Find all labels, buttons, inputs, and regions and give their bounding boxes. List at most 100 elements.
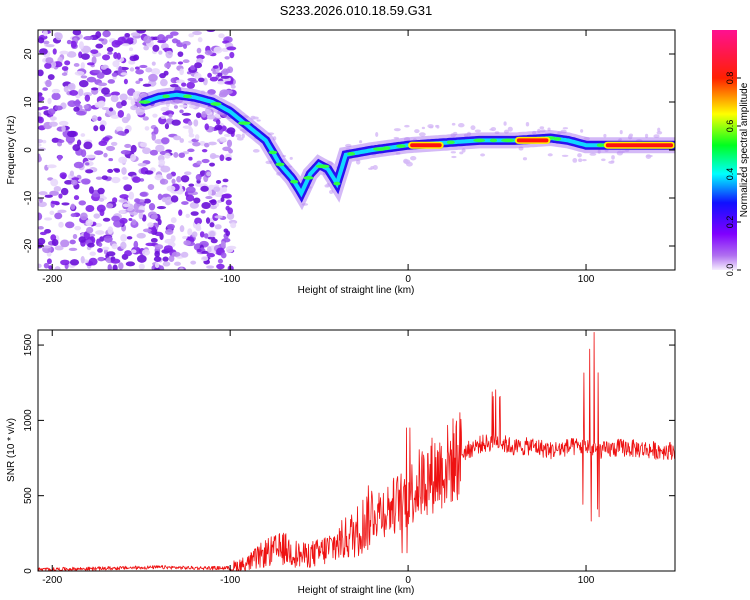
spectrogram-noise-speckle	[410, 155, 417, 161]
spectrogram-noise-speckle	[44, 217, 53, 221]
spectrogram-noise-speckle	[144, 170, 154, 175]
spectrogram-noise-speckle	[222, 186, 228, 193]
spectrogram-noise-speckle	[85, 204, 95, 213]
spectrogram-noise-speckle	[184, 171, 192, 176]
spectrogram-noise-speckle	[128, 217, 133, 222]
spectrogram-noise-speckle	[71, 177, 80, 181]
spectrogram-noise-speckle	[44, 194, 53, 198]
spectrogram-noise-speckle	[127, 96, 133, 101]
spectrogram-noise-speckle	[107, 79, 116, 84]
spectrogram-noise-speckle	[148, 202, 156, 211]
spectrogram-noise-speckle	[70, 40, 77, 49]
spectrogram-noise-speckle	[217, 258, 224, 264]
spectrogram-noise-speckle	[215, 119, 221, 125]
snr-ytick-label: 1000	[23, 409, 34, 432]
spectrogram-noise-speckle	[185, 186, 196, 194]
spectrogram-noise-speckle	[102, 30, 111, 38]
spectrogram-noise-speckle	[38, 226, 44, 230]
spectrogram-noise-speckle	[235, 134, 242, 138]
spectrogram-noise-speckle	[98, 38, 105, 42]
spectrogram-noise-speckle	[173, 135, 182, 141]
spectrogram-noise-speckle	[572, 157, 578, 163]
colorbar-tick-label: 0.4	[725, 168, 735, 181]
spectrogram-noise-speckle	[219, 136, 227, 142]
spectrogram-noise-speckle	[70, 203, 76, 210]
spectrogram-noise-speckle	[611, 155, 615, 160]
spectrogram-noise-speckle	[490, 126, 497, 132]
spectrogram-noise-speckle	[80, 149, 87, 158]
spectrogram-noise-speckle	[58, 139, 65, 144]
spectrogram-noise-speckle	[49, 210, 55, 216]
spectrogram-noise-speckle	[99, 124, 106, 132]
spectrogram-noise-speckle	[157, 218, 162, 226]
spectrogram-noise-speckle	[404, 124, 410, 128]
spectrogram-noise-speckle	[69, 90, 79, 96]
spectrogram-noise-speckle	[76, 110, 87, 116]
spectrogram-noise-speckle	[209, 76, 219, 82]
spectrogram-noise-speckle	[120, 233, 128, 242]
spectrogram-noise-speckle	[73, 106, 80, 112]
spectrogram-ridge-peak	[138, 100, 151, 104]
spectrogram-noise-speckle	[119, 209, 126, 214]
spectrogram-noise-speckle	[71, 179, 78, 186]
spectrogram-noise-speckle	[138, 211, 144, 220]
spectrogram-noise-speckle	[121, 43, 130, 47]
spectrogram-noise-speckle	[158, 265, 165, 270]
spectrogram-noise-speckle	[225, 246, 234, 253]
spectrogram-noise-speckle	[53, 185, 62, 192]
spectrogram-noise-speckle	[179, 109, 184, 114]
spectrogram-noise-speckle	[220, 240, 226, 248]
spectrogram-noise-speckle	[38, 143, 42, 147]
spectrogram-noise-speckle	[214, 215, 223, 219]
spectrogram-noise-speckle	[209, 222, 215, 228]
spectrogram-noise-speckle	[405, 161, 413, 167]
spectrogram-noise-speckle	[142, 228, 152, 233]
spectrogram-noise-speckle	[196, 248, 202, 253]
spectrogram-noise-speckle	[152, 113, 158, 118]
spectrogram-noise-speckle	[74, 71, 85, 76]
snr-xtick-label: -200	[42, 575, 62, 586]
spectrogram-noise-speckle	[224, 80, 234, 85]
spectrogram-ridge-peak	[373, 147, 387, 151]
spectrogram-noise-speckle	[173, 152, 179, 158]
spectrogram-noise-speckle	[218, 33, 225, 39]
spectrogram-ridge-peak	[268, 150, 278, 155]
spectrogram-noise-speckle	[188, 183, 195, 187]
spectrogram-noise-speckle	[128, 191, 135, 200]
spectrogram-noise-speckle	[206, 253, 215, 258]
spectrogram-noise-speckle	[93, 125, 99, 132]
colorbar-label: Normalized spectral amplitude	[739, 82, 750, 217]
spectrogram-noise-speckle	[118, 66, 123, 74]
spectrogram-noise-speckle	[73, 195, 80, 201]
spectrogram-noise-speckle	[98, 140, 108, 146]
spectrogram-noise-speckle	[200, 209, 206, 214]
spectrogram-noise-speckle	[98, 197, 105, 202]
spectrogram-noise-speckle	[230, 84, 236, 89]
spectrogram-noise-speckle	[91, 56, 97, 65]
spectrogram-noise-speckle	[119, 217, 128, 224]
spectrogram-noise-speckle	[45, 79, 52, 88]
spectrogram-noise-speckle	[54, 245, 64, 251]
spectrogram-noise-speckle	[97, 256, 105, 262]
spectrogram-noise-speckle	[220, 252, 227, 259]
spectrogram-noise-speckle	[46, 258, 52, 265]
spectrogram-noise-speckle	[190, 211, 199, 216]
spectrogram-noise-speckle	[163, 245, 173, 252]
spectrogram-noise-speckle	[212, 65, 219, 69]
spectrogram-noise-speckle	[414, 129, 420, 134]
spectrogram-ytick-label: 10	[23, 96, 34, 108]
spectrogram-noise-speckle	[187, 228, 193, 236]
spectrogram-noise-speckle	[121, 100, 127, 107]
spectrogram-noise-speckle	[83, 141, 93, 150]
spectrogram-noise-speckle	[539, 126, 545, 130]
spectrogram-noise-speckle	[135, 66, 140, 70]
spectrogram-noise-speckle	[66, 51, 77, 58]
spectrogram-noise-speckle	[223, 89, 233, 95]
spectrogram-ridge-peak	[396, 144, 406, 148]
spectrogram-noise-speckle	[83, 104, 89, 110]
spectrogram-noise-speckle	[65, 221, 75, 229]
spectrogram-noise-speckle	[209, 205, 217, 210]
spectrogram-noise-speckle	[107, 168, 114, 174]
spectrogram-noise-speckle	[223, 228, 229, 233]
spectrogram-noise-speckle	[157, 193, 163, 201]
